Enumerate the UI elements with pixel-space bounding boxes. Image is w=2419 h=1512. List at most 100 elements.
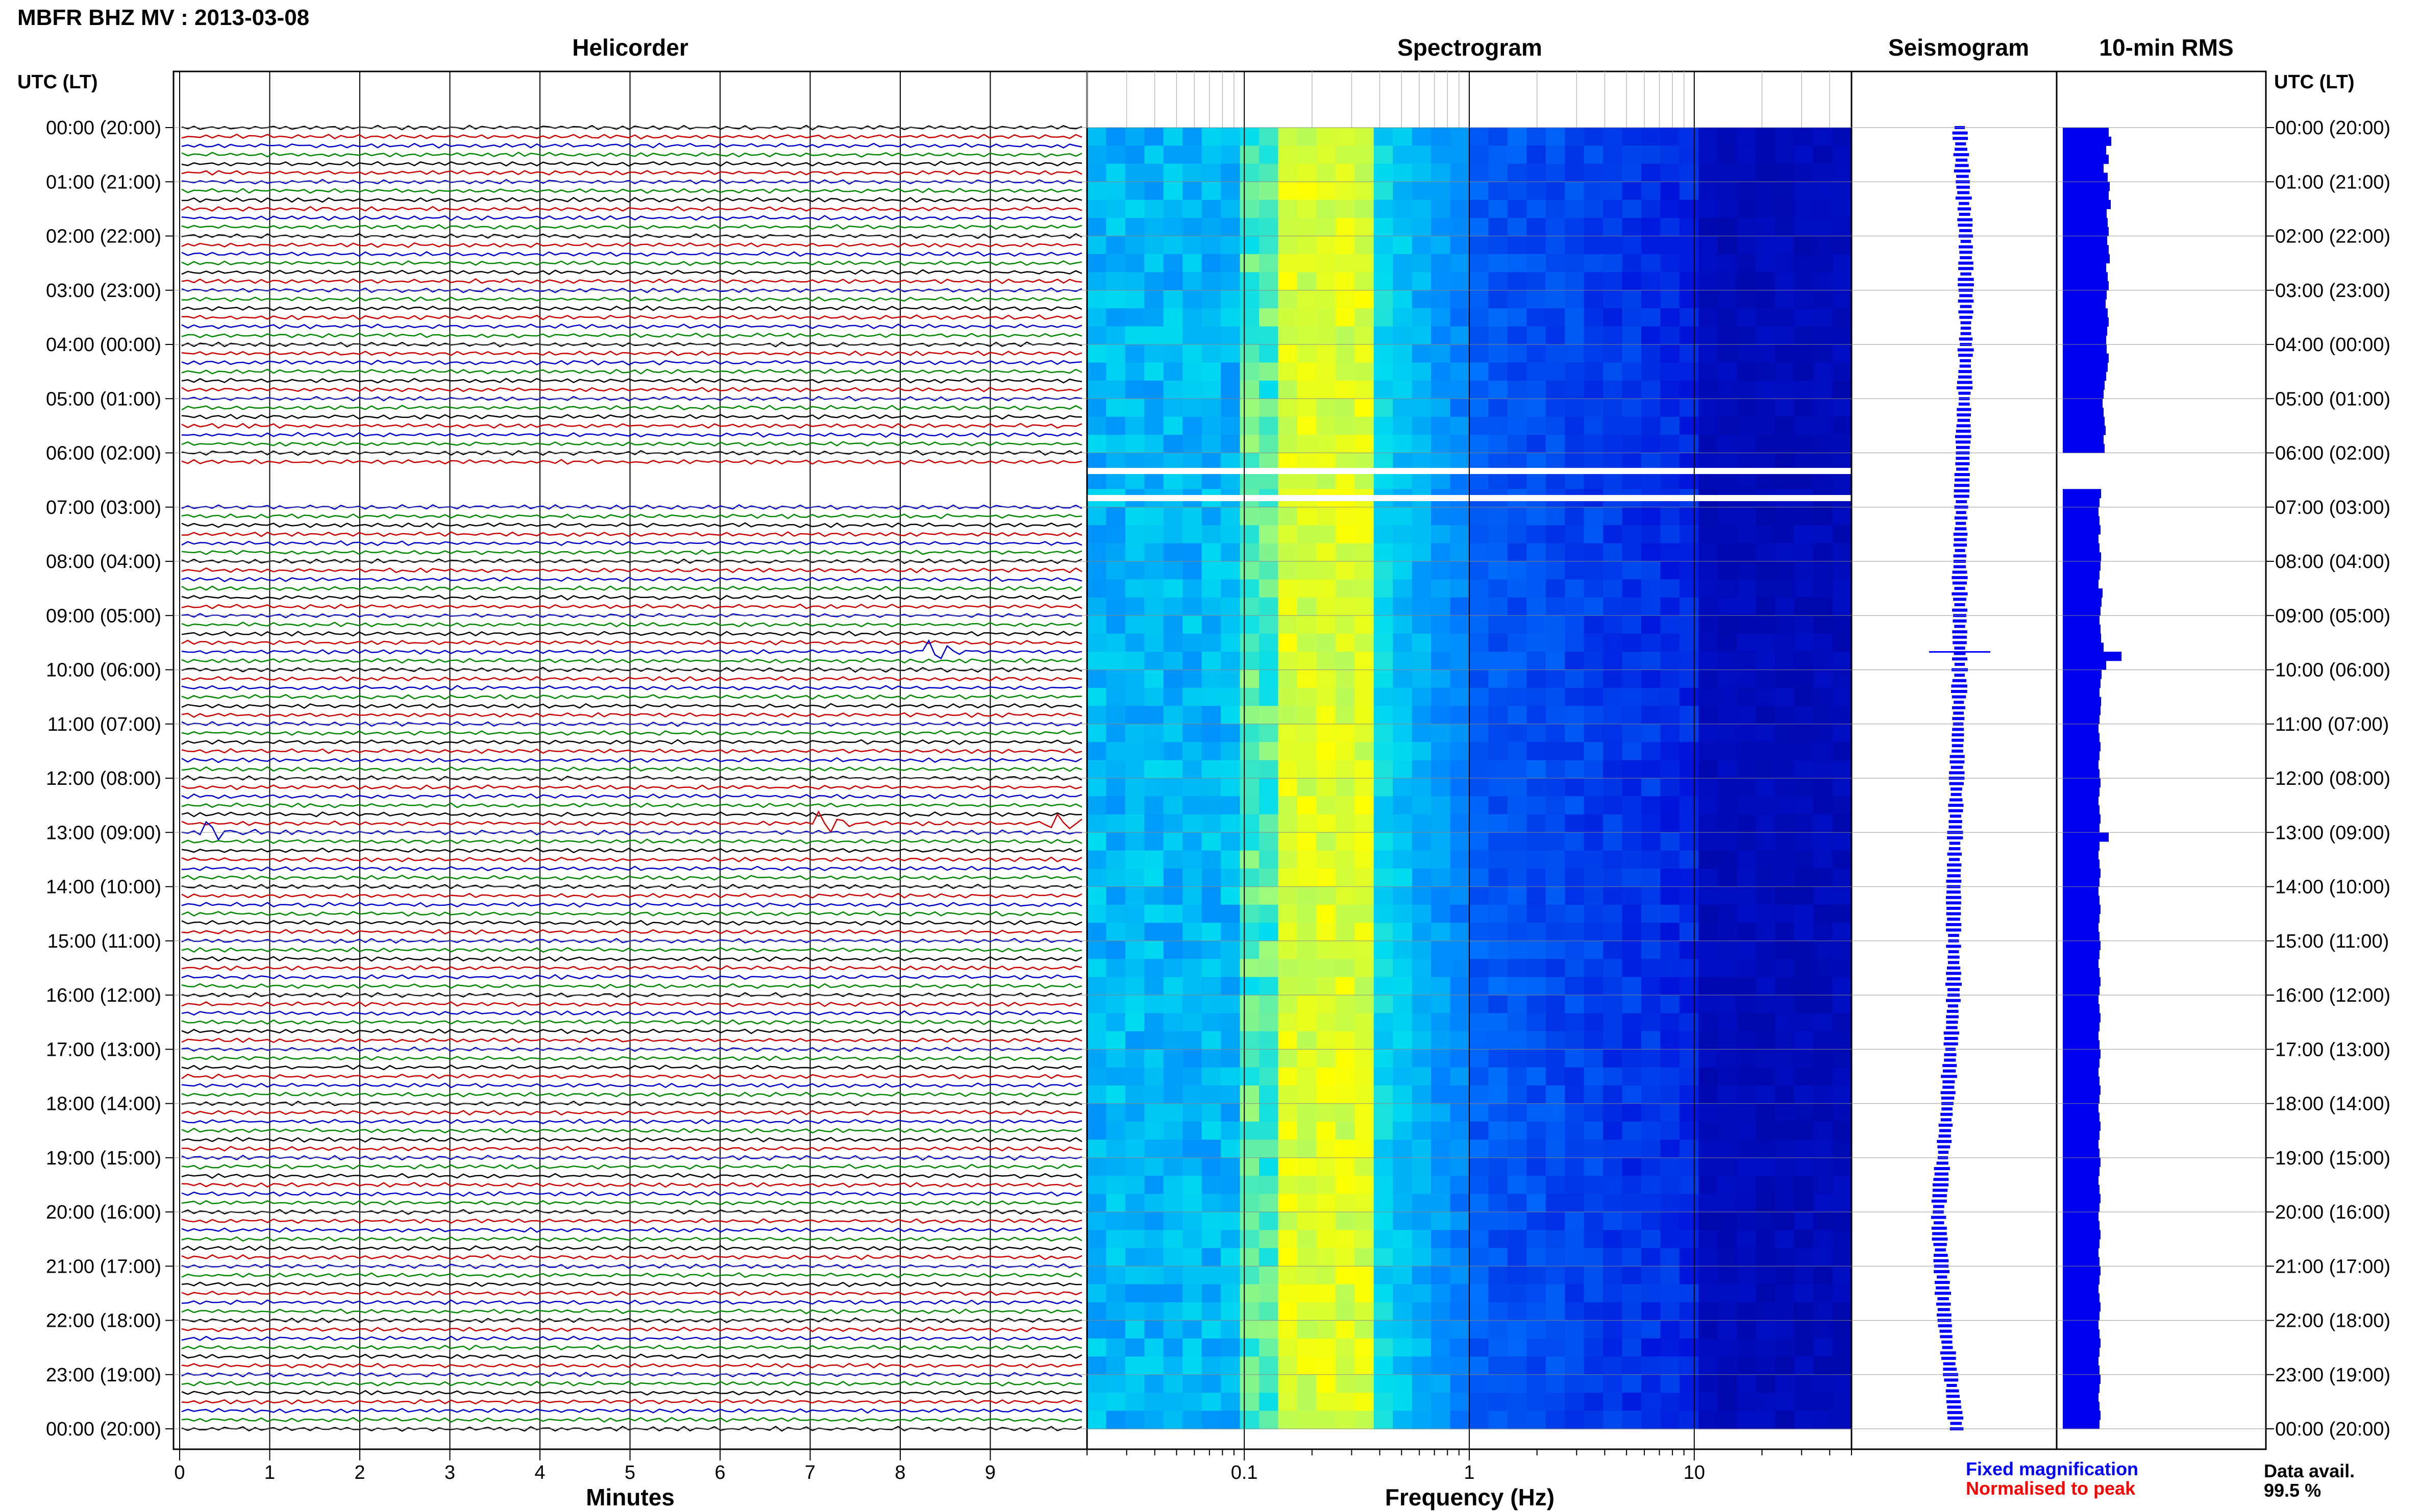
spectrogram-cell: [1087, 1139, 1107, 1158]
spectrogram-cell: [1316, 1356, 1336, 1375]
spectrogram-cell: [1660, 959, 1680, 978]
spectrogram-cell: [1469, 1393, 1489, 1411]
rms-bar: [2063, 1347, 2100, 1357]
spectrogram-cell: [1679, 579, 1699, 598]
spectrogram-cell: [1125, 1302, 1145, 1321]
spectrogram-cell: [1717, 1176, 1738, 1195]
rms-bar: [2063, 426, 2106, 435]
spectrogram-cell: [1278, 380, 1298, 399]
spectrogram-cell: [1144, 597, 1164, 616]
spectrogram-cell: [1775, 652, 1795, 671]
helicorder-trace: [181, 576, 1082, 582]
spectrogram-cell: [1412, 940, 1431, 959]
spectrogram-cell: [1316, 1176, 1336, 1195]
spectrogram-cell: [1545, 1248, 1565, 1267]
spectrogram-cell: [1087, 1194, 1107, 1212]
spectrogram-cell: [1240, 579, 1260, 598]
spectrogram-cell: [1106, 832, 1126, 851]
row-label-left: 17:00 (13:00): [46, 1039, 161, 1060]
spectrogram-cell: [1125, 923, 1145, 941]
spectrogram-cell: [1297, 1013, 1317, 1032]
spectrogram-cell: [1373, 145, 1393, 164]
helicorder-trace: [181, 522, 1082, 529]
rms-bar: [2063, 760, 2099, 770]
spectrogram-cell: [1507, 796, 1527, 815]
spectrogram-cell: [1603, 543, 1623, 562]
spectrogram-cell: [1106, 1067, 1126, 1086]
spectrogram-cell: [1354, 145, 1374, 164]
spectrogram-cell: [1240, 778, 1260, 797]
spectrogram-cell: [1240, 1266, 1260, 1285]
spectrogram-cell: [1201, 1266, 1221, 1285]
spectrogram-cell: [1373, 724, 1393, 742]
spectrogram-cell: [1125, 1031, 1145, 1050]
spectrogram-cell: [1259, 1121, 1279, 1141]
rms-bar: [2063, 950, 2100, 959]
spectrogram-cell: [1087, 236, 1107, 255]
spectrogram-cell: [1660, 416, 1680, 435]
spectrogram-cell: [1794, 254, 1814, 273]
spectrogram-cell: [1698, 435, 1718, 454]
rms-bar: [2063, 399, 2103, 408]
rms-bar: [2063, 353, 2109, 363]
spectrogram-cell: [1584, 344, 1603, 363]
rms-bar: [2063, 525, 2101, 535]
spectrogram-cell: [1163, 760, 1183, 779]
spectrogram-cell: [1373, 923, 1393, 941]
spectrogram-cell: [1813, 145, 1833, 164]
spectrogram-cell: [1450, 724, 1470, 742]
spectrogram-cell: [1335, 597, 1355, 616]
spectrogram-cell: [1297, 1393, 1317, 1411]
spectrogram-cell: [1469, 1230, 1489, 1249]
spectrogram-cell: [1717, 1302, 1738, 1321]
spectrogram-cell: [1622, 995, 1642, 1014]
helicorder-trace: [181, 323, 1082, 330]
spectrogram-cell: [1660, 525, 1680, 544]
spectrogram-cell: [1373, 344, 1393, 363]
spectrogram-cell: [1507, 742, 1527, 761]
spectrogram-cell: [1698, 290, 1718, 309]
spectrogram-cell: [1412, 416, 1431, 435]
spectrogram-cell: [1201, 1067, 1221, 1086]
spectrogram-cell: [1335, 290, 1355, 309]
spectrogram-cell: [1393, 923, 1413, 941]
spectrogram-cell: [1775, 687, 1795, 707]
spectrogram-cell: [1469, 145, 1489, 164]
spectrogram-cell: [1259, 706, 1279, 725]
spectrogram-cell: [1431, 272, 1451, 291]
spectrogram-cell: [1507, 435, 1527, 454]
spectrogram-cell: [1125, 182, 1145, 201]
spectrogram-cell: [1412, 1139, 1431, 1158]
spectrogram-cell: [1182, 236, 1202, 255]
rms-bar: [2063, 670, 2102, 679]
spectrogram-cell: [1622, 254, 1642, 273]
spectrogram-cell: [1832, 1284, 1852, 1303]
spectrogram-cell: [1756, 760, 1775, 779]
spectrogram-cell: [1756, 886, 1775, 905]
spectrogram-cell: [1775, 1302, 1795, 1321]
spectrogram-cell: [1431, 435, 1451, 454]
spectrogram-cell: [1278, 344, 1298, 363]
helicorder-trace: [181, 242, 1082, 249]
spectrogram-cell: [1201, 543, 1221, 562]
spectrogram-cell: [1316, 814, 1336, 833]
spectrogram-cell: [1794, 850, 1814, 869]
spectrogram-cell: [1545, 615, 1565, 634]
spectrogram-cell: [1584, 1212, 1603, 1231]
spectrogram-cell: [1354, 182, 1374, 201]
spectrogram-cell: [1565, 344, 1585, 363]
spectrogram-cell: [1201, 1031, 1221, 1050]
spectrogram-cell: [1660, 1067, 1680, 1086]
spectrogram-cell: [1641, 1194, 1661, 1212]
spectrogram-cell: [1316, 435, 1336, 454]
spectrogram-cell: [1698, 1103, 1718, 1122]
spectrogram-cell: [1603, 1410, 1623, 1429]
spectrogram-cell: [1737, 1194, 1757, 1212]
spectrogram-cell: [1737, 344, 1757, 363]
spectrogram-cell: [1603, 1393, 1623, 1411]
spectrogram-cell: [1354, 1176, 1374, 1195]
spectrogram-cell: [1240, 145, 1260, 164]
spectrogram-cell: [1450, 470, 1470, 490]
spectrogram-cell: [1507, 470, 1527, 490]
spectrogram-cell: [1450, 977, 1470, 996]
